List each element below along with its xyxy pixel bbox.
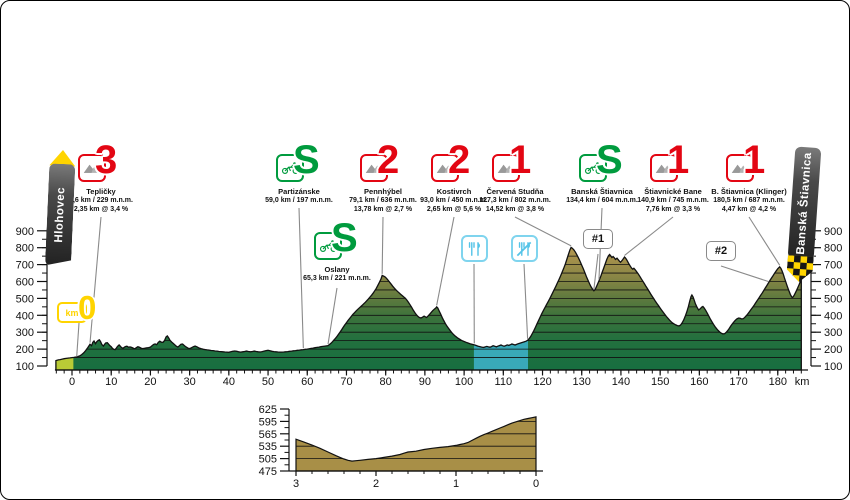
svg-text:100: 100 <box>824 361 842 373</box>
svg-text:130: 130 <box>573 376 591 388</box>
svg-text:30: 30 <box>184 376 196 388</box>
km-unit-label: km <box>57 302 87 323</box>
svg-text:900: 900 <box>824 226 842 238</box>
svg-text:200: 200 <box>824 344 842 356</box>
leader-lines <box>76 207 781 357</box>
svg-text:700: 700 <box>824 260 842 272</box>
svg-text:400: 400 <box>824 310 842 322</box>
svg-text:505: 505 <box>259 454 277 466</box>
svg-text:180: 180 <box>769 376 787 388</box>
svg-text:160: 160 <box>690 376 708 388</box>
svg-text:110: 110 <box>495 376 513 388</box>
km-zero-digit: 0 <box>78 289 97 326</box>
svg-text:10: 10 <box>105 376 117 388</box>
start-town-label: Hlohovec <box>52 186 68 244</box>
svg-text:565: 565 <box>259 429 277 441</box>
svg-text:400: 400 <box>16 310 34 322</box>
finish-town-label: Banská Štiavnica <box>794 151 815 255</box>
svg-text:120: 120 <box>533 376 551 388</box>
svg-text:90: 90 <box>419 376 431 388</box>
svg-text:2: 2 <box>373 478 379 490</box>
svg-text:200: 200 <box>16 344 34 356</box>
svg-text:3: 3 <box>293 478 299 490</box>
main-axes: 0 10 20 30 40 50 60 70 80 90 100 110 120 130 140 150 160… <box>16 226 843 388</box>
svg-text:600: 600 <box>16 277 34 289</box>
svg-text:100: 100 <box>455 376 473 388</box>
svg-text:600: 600 <box>824 277 842 289</box>
svg-text:475: 475 <box>259 466 277 478</box>
start-banner: Hlohovec <box>45 149 76 266</box>
svg-text:70: 70 <box>340 376 352 388</box>
svg-text:40: 40 <box>223 376 235 388</box>
svg-text:500: 500 <box>824 293 842 305</box>
svg-text:0: 0 <box>69 376 75 388</box>
svg-text:50: 50 <box>262 376 274 388</box>
svg-text:800: 800 <box>824 243 842 255</box>
svg-text:60: 60 <box>301 376 313 388</box>
svg-text:0: 0 <box>533 478 539 490</box>
svg-text:900: 900 <box>16 226 34 238</box>
svg-text:170: 170 <box>729 376 747 388</box>
svg-text:140: 140 <box>612 376 630 388</box>
svg-text:300: 300 <box>824 327 842 339</box>
svg-text:km: km <box>795 376 810 388</box>
svg-text:535: 535 <box>259 441 277 453</box>
svg-text:20: 20 <box>144 376 156 388</box>
main-profile <box>55 246 802 371</box>
y-axis-right: 100 200 300 400 500 600 700 800 900 <box>810 226 842 373</box>
svg-text:1: 1 <box>453 478 459 490</box>
svg-text:595: 595 <box>259 416 277 428</box>
svg-text:700: 700 <box>16 260 34 272</box>
svg-text:625: 625 <box>259 404 277 416</box>
km-zero-badge: km 0 <box>57 289 117 329</box>
svg-text:100: 100 <box>16 361 34 373</box>
y-axis-left: 100 200 300 400 500 600 700 800 900 <box>16 226 48 373</box>
svg-text:500: 500 <box>16 293 34 305</box>
checkered-flag-icon <box>786 255 814 283</box>
svg-text:800: 800 <box>16 243 34 255</box>
svg-text:150: 150 <box>651 376 669 388</box>
svg-text:80: 80 <box>380 376 392 388</box>
svg-text:300: 300 <box>16 327 34 339</box>
